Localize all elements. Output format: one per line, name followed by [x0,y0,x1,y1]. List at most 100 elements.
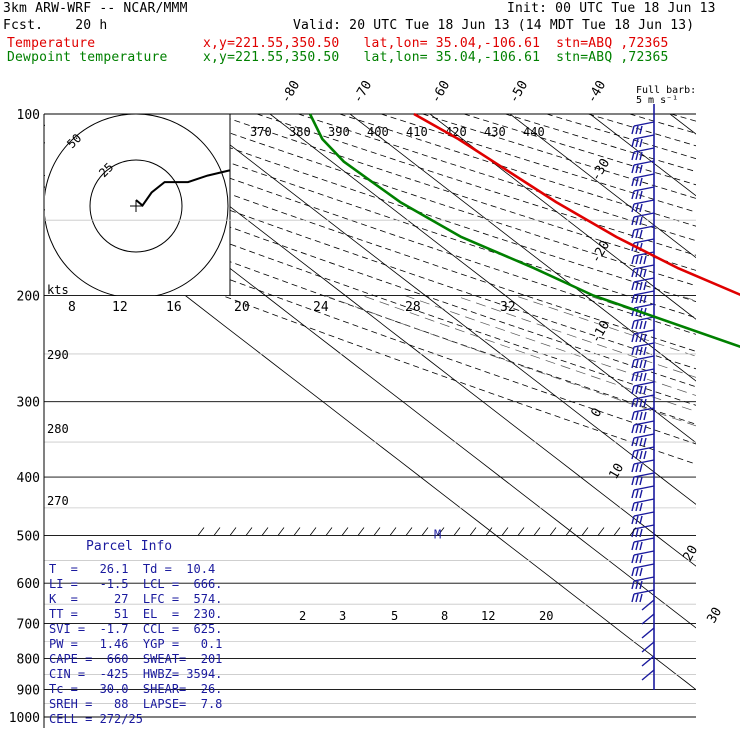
dry-adiabat-line [256,114,696,256]
dry-adiabat-line [173,114,696,287]
wind-barb-line [641,613,655,625]
wind-barb-line [633,186,655,192]
wind-barb [631,329,655,343]
wind-barb [631,472,655,486]
wind-barb-flag [631,515,635,525]
wind-barb-flag [635,515,639,525]
wind-barb-line [633,485,655,491]
wind-barb-flag [631,385,635,395]
parcel-info-row: Tc = 30.0 SHEAR= 26. [49,682,223,696]
theta-e-label: 430 [484,125,506,139]
parcel-info-row: PW = 1.46 YGP = 0.1 [49,637,223,651]
isotherm-right-label: 30 [704,605,725,626]
wind-barb-flag [631,359,635,369]
hodograph-ring [45,114,229,296]
parcel-info-row: T = 26.1 Td = 10.4 [49,562,216,576]
wind-barb-flag [639,489,643,499]
wind-barb-line [633,420,655,426]
wind-barb [631,277,655,291]
wind-barb-line [633,368,655,374]
wind-barb-flag [643,333,647,343]
hodograph-speed-label: 20 [234,300,250,315]
dry-adiabat-tick [245,527,253,536]
pressure-tick-label: 1000 [9,711,40,726]
parcel-info-row: K = 27 LFC = 574. [49,592,223,606]
forecast-hour: Fcst. 20 h [3,18,108,33]
dry-adiabat-tick [341,527,349,536]
dry-adiabat-tick [213,527,221,536]
pressure-tick-label: 400 [17,471,40,486]
isobars [43,113,696,728]
wind-barb-line [633,459,655,465]
wind-barb-flag [635,125,639,135]
wind-barb [631,134,655,148]
wind-barb [631,368,655,382]
dry-adiabat-tick [565,527,573,536]
theta-e-label: 380 [289,125,311,139]
wind-barb-flag [631,255,635,265]
wind-barb-line [633,238,655,244]
dry-adiabat-tick [293,527,301,536]
wind-barb-flag [639,138,643,148]
dry-adiabat-tick [453,527,461,536]
wind-barb-flag [631,411,635,421]
isotherm-line [669,114,696,135]
wind-barb [631,420,655,434]
wind-barb-flag [639,216,643,226]
wind-barb [641,669,655,681]
wind-barb-flag [635,229,639,239]
wind-barb-flag [639,437,643,447]
freezing-marker: M [434,527,441,541]
parcel-info-panel: Parcel Info T = 26.1 Td = 10.4 LI = -1.5… [46,536,234,726]
dry-adiabat-tick [437,527,445,536]
isotherm-right-label: 0 [588,406,605,420]
wind-barb-flag [635,281,639,291]
wind-barb-flag [635,320,639,330]
wind-barb [631,485,655,499]
wind-barb-flag [635,463,639,473]
init-time: Init: 00 UTC Tue 18 Jun 13 [507,1,716,16]
isotherm-right-label: -10 [588,318,613,346]
dry-adiabat-tick [485,527,493,536]
wind-barb-flag [639,515,643,525]
wind-barb-flag [635,580,639,590]
mixing-ratio-label: 20 [539,609,553,623]
wind-barb-line [633,329,655,335]
wind-barb-line [633,160,655,166]
theta-e-label: 370 [250,125,272,139]
dry-adiabat-tick [629,527,637,536]
dry-adiabat-line [629,114,696,134]
wind-barb-flag [635,567,639,577]
wind-barb-flag [639,450,643,460]
wind-barb-flag [643,398,647,408]
temperature-location: x,y=221.55,350.50 lat,lon= 35.04,-106.61… [203,36,669,51]
wind-barb-line [633,446,655,452]
pressure-tick-label: 100 [17,108,40,123]
wind-barb-flag [635,398,639,408]
isotherm-right-label: -30 [588,156,613,184]
wind-barb-flag [631,593,635,603]
hodograph-trace [135,169,230,207]
wind-barb-line [633,342,655,348]
dry-adiabat-tick [325,527,333,536]
wind-barb [631,121,655,135]
wind-barb [631,342,655,356]
temperature-line [413,112,740,297]
wind-barb-flag [643,411,647,421]
pressure-tick-label: 300 [17,396,40,411]
wind-barb-line [633,147,655,153]
dry-adiabat-line [670,114,696,122]
theta-e-label: 400 [367,125,389,139]
dry-adiabat-line [298,114,696,242]
pressure-tick-label: 500 [17,529,40,544]
wind-barb-flag [639,424,643,434]
dry-adiabat-tick [421,527,429,536]
wind-barb [631,147,655,161]
wind-barb-flag [631,333,635,343]
wind-barb [631,589,655,603]
wind-barb-flag [643,281,647,291]
wind-barb-line [633,121,655,127]
wind-barb-flag [631,476,635,486]
pressure-tick-label: 700 [17,618,40,633]
